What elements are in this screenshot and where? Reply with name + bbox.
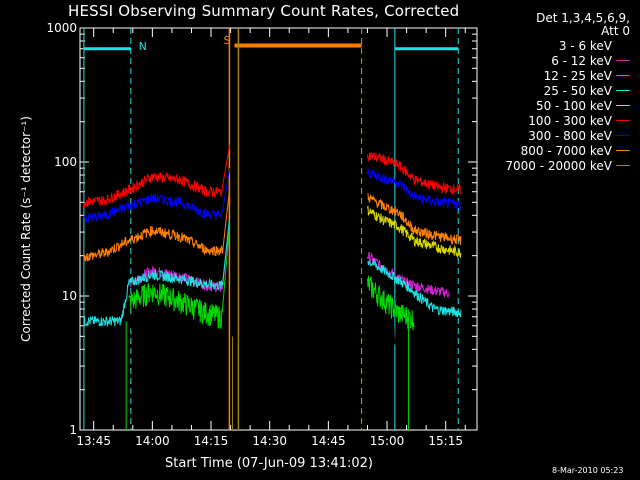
legend-item: 300 - 800 keV	[480, 128, 630, 143]
legend-item-label: 50 - 100 keV	[535, 98, 612, 113]
legend-header-attenuator: Att 0	[601, 24, 630, 38]
series-25to50keV-segment-1	[83, 215, 231, 327]
legend-swatch	[616, 105, 630, 106]
series-300to800keV-segment-2	[367, 168, 462, 211]
legend-item: 7000 - 20000 keV	[480, 158, 630, 173]
x-tick-label: 15:15	[428, 434, 463, 448]
s-flag-label: S	[224, 34, 231, 47]
timestamp-stamp: 8-Mar-2010 05:23	[552, 466, 624, 475]
series-800to7000keV-segment-2	[367, 192, 462, 246]
series-3to6keV-segment-2	[367, 295, 415, 364]
y-axis-label: Corrected Count Rate (s⁻¹ detector⁻¹)	[19, 116, 33, 342]
legend-item-label: 300 - 800 keV	[528, 128, 612, 143]
series-12to25keV-segment-2	[367, 275, 415, 331]
legend-swatch	[616, 90, 630, 91]
legend-header-detectors: Det 1,3,4,5,6,9,	[536, 11, 630, 25]
legend-item-label: 100 - 300 keV	[528, 113, 612, 128]
legend-item: 25 - 50 keV	[480, 83, 630, 98]
x-axis-label: Start Time (07-Jun-09 13:41:02)	[165, 456, 373, 471]
x-tick-label: 14:15	[194, 434, 229, 448]
series-100to300keV-segment-2	[367, 152, 462, 196]
series-100to300keV-segment-1	[83, 144, 231, 209]
chart-title: HESSI Observing Summary Count Rates, Cor…	[68, 2, 460, 20]
legend-item-label: 7000 - 20000 keV	[505, 158, 612, 173]
legend-rows: 3 - 6 keV 6 - 12 keV 12 - 25 keV 25 - 50 ke…	[480, 38, 630, 173]
legend-swatch	[616, 75, 630, 76]
legend-swatch	[616, 165, 630, 166]
n-flag-label: N	[139, 40, 147, 53]
legend-swatch	[616, 150, 630, 151]
x-tick-label: 15:00	[370, 434, 405, 448]
legend-swatch	[616, 45, 630, 46]
legend-item-label: 25 - 50 keV	[543, 83, 612, 98]
series-12to25keV-segment-1	[128, 223, 231, 329]
plot-frame	[79, 27, 478, 431]
legend-item: 100 - 300 keV	[480, 113, 630, 128]
x-tick-label: 14:30	[252, 434, 287, 448]
legend-swatch	[616, 135, 630, 136]
x-tick-label: 14:45	[311, 434, 346, 448]
legend-item-label: 12 - 25 keV	[543, 68, 612, 83]
legend-item-label: 800 - 7000 keV	[520, 143, 612, 158]
legend-item-label: 3 - 6 keV	[558, 38, 612, 53]
series-800to7000keV-segment-1	[83, 187, 231, 262]
legend-swatch	[616, 120, 630, 121]
y-tick-label: 100	[54, 155, 77, 169]
legend-item-label: 6 - 12 keV	[551, 53, 612, 68]
legend-swatch	[616, 60, 630, 61]
x-tick-label: 14:00	[135, 434, 170, 448]
legend-item: 6 - 12 keV	[480, 53, 630, 68]
legend-item: 50 - 100 keV	[480, 98, 630, 113]
legend-item: 800 - 7000 keV	[480, 143, 630, 158]
series-300to800keV-segment-1	[83, 168, 231, 223]
legend-item: 3 - 6 keV	[480, 38, 630, 53]
x-tick-label: 13:45	[76, 434, 111, 448]
legend-item: 12 - 25 keV	[480, 68, 630, 83]
chart-legend: Det 1,3,4,5,6,9, Att 0 3 - 6 keV 6 - 12 k…	[480, 12, 630, 173]
y-tick-label: 1000	[46, 21, 77, 35]
series-25to50keV-segment-2	[367, 257, 462, 318]
series-6to12keV-segment-1	[128, 218, 231, 293]
series-50to100keV-segment-2	[367, 205, 462, 259]
y-tick-label: 10	[62, 289, 77, 303]
y-tick-label: 1	[69, 423, 77, 437]
